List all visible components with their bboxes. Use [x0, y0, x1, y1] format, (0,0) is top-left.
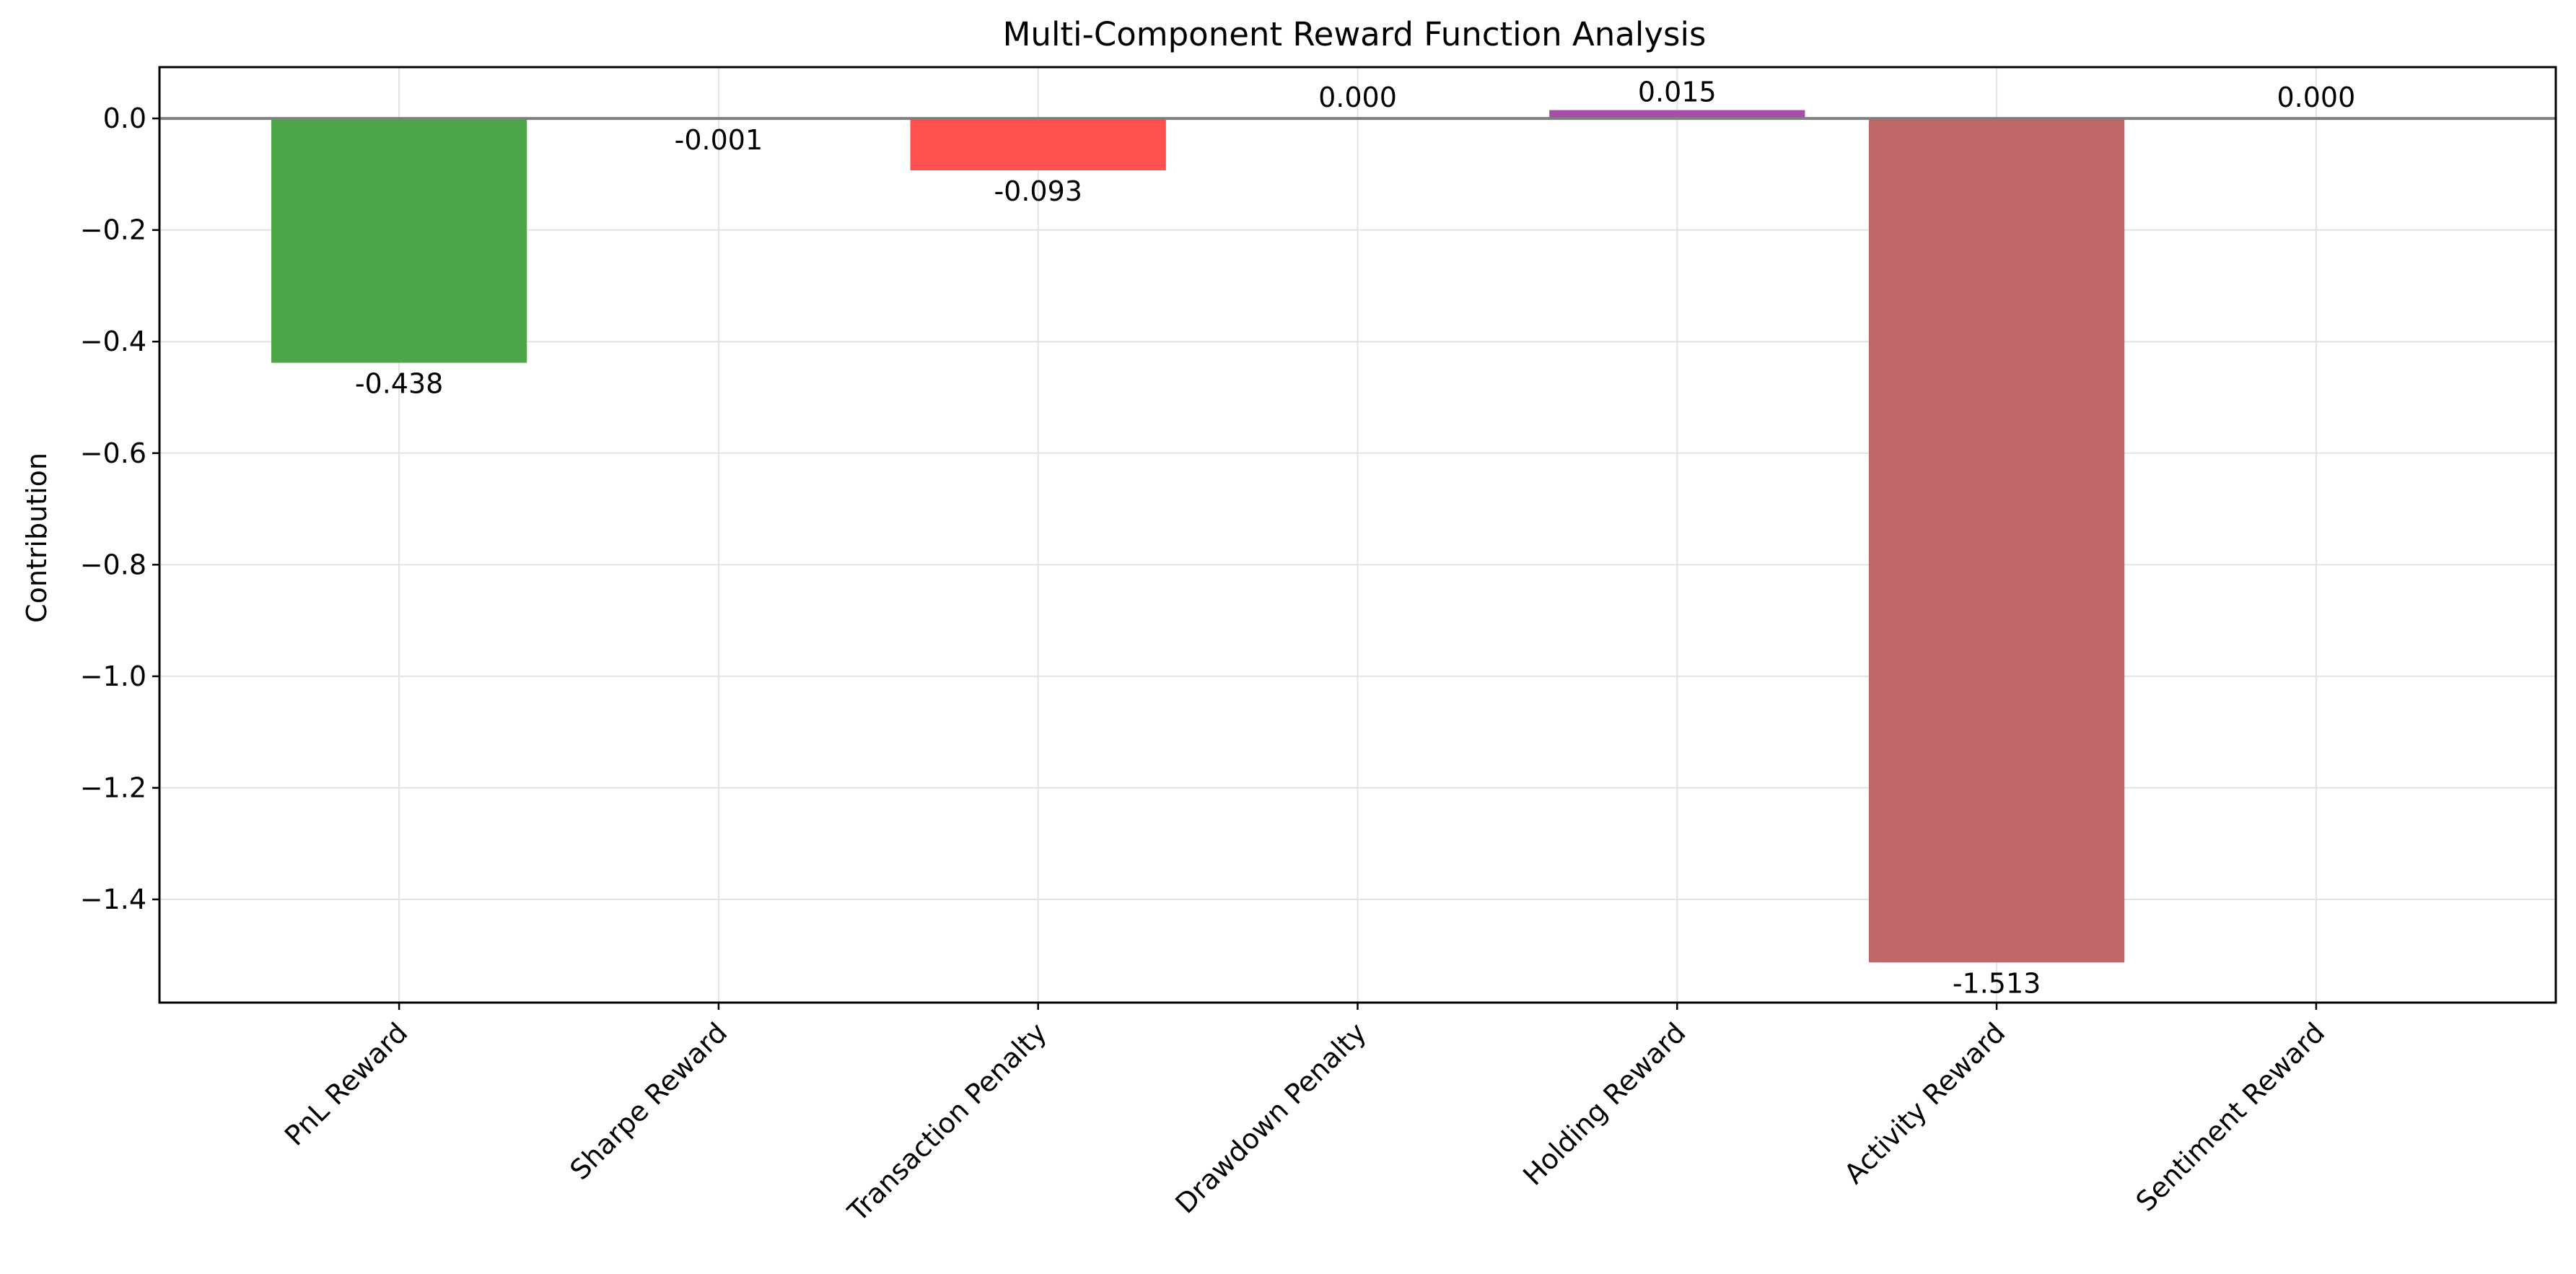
- data-label: 0.000: [1318, 82, 1397, 113]
- data-label: 0.000: [2277, 82, 2356, 113]
- y-tick-label: −0.6: [80, 437, 146, 469]
- y-axis-ticks: 0.0 −0.2 −0.4 −0.6 −0.8 −1.0 −1.2 −1.4: [80, 102, 159, 915]
- data-labels: -0.438 -0.001 -0.093 0.000 0.015 -1.513 0.000: [355, 77, 2355, 1000]
- y-tick-label: −1.2: [80, 772, 146, 803]
- x-tick-label: Sentiment Reward: [2130, 1016, 2331, 1218]
- y-tick-label: −1.4: [80, 883, 146, 915]
- x-tick-label: Holding Reward: [1517, 1016, 1691, 1191]
- x-tick-label: Transaction Penalty: [841, 1016, 1053, 1228]
- chart-title: Multi-Component Reward Function Analysis: [1003, 15, 1707, 53]
- x-tick-label: PnL Reward: [279, 1016, 413, 1151]
- y-axis-label: Contribution: [21, 453, 53, 623]
- bars: [271, 110, 2125, 963]
- bar: [910, 118, 1166, 170]
- data-label: -1.513: [1953, 967, 2041, 999]
- x-axis-ticks: PnL Reward Sharpe Reward Transaction Penal…: [279, 1003, 2331, 1229]
- data-label: 0.015: [1638, 77, 1717, 108]
- data-label: -0.093: [994, 175, 1082, 207]
- y-tick-label: 0.0: [103, 102, 146, 134]
- y-tick-label: −0.2: [80, 214, 146, 246]
- bar: [271, 118, 527, 363]
- data-label: -0.438: [355, 368, 444, 400]
- plot-frame: [158, 66, 2557, 1004]
- data-label: -0.001: [675, 124, 763, 156]
- x-tick-label: Drawdown Penalty: [1169, 1016, 1372, 1220]
- bar: [1868, 118, 2125, 963]
- y-tick-label: −1.0: [80, 660, 146, 692]
- x-tick-label: Sharpe Reward: [564, 1016, 733, 1186]
- bar: [1549, 110, 1805, 119]
- y-tick-label: −0.4: [80, 326, 146, 357]
- y-tick-label: −0.8: [80, 549, 146, 580]
- x-tick-label: Activity Reward: [1838, 1016, 2011, 1190]
